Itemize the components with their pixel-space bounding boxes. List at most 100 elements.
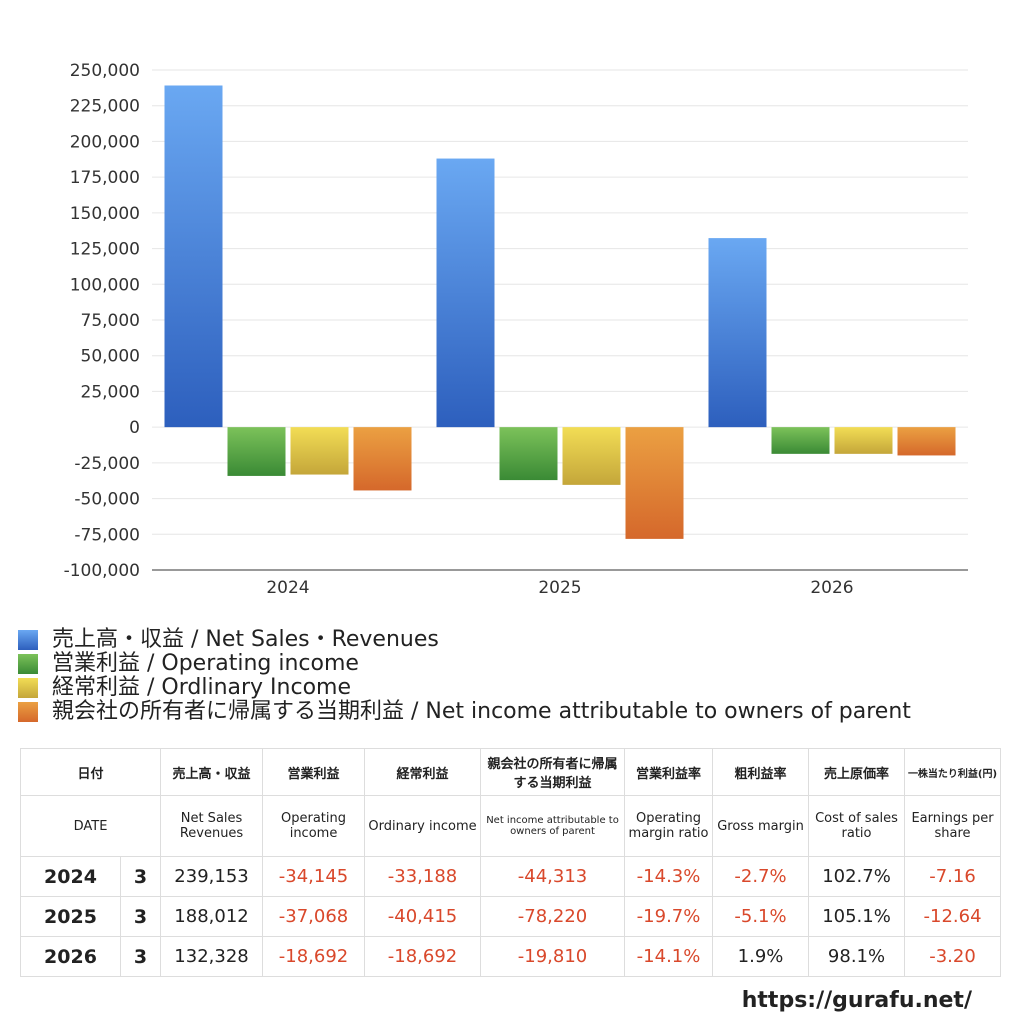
cell-gross-margin: 1.9% [712, 936, 810, 977]
row-month: 3 [119, 856, 162, 897]
row-month: 3 [119, 896, 162, 937]
bar-operating-income-2024 [227, 427, 286, 476]
cell-operating-income: -37,068 [262, 896, 366, 937]
y-tick-label: 50,000 [81, 347, 140, 367]
bar-net-income-2024 [353, 427, 412, 491]
legend-item-net-sales: 売上高・収益 / Net Sales・Revenues [18, 628, 911, 652]
cell-operating-margin: -14.1% [624, 936, 714, 977]
header-net-sales-en: Net Sales Revenues [160, 795, 264, 857]
legend-item-operating-income: 営業利益 / Operating income [18, 652, 911, 676]
cell-cost-ratio: 98.1% [808, 936, 906, 977]
header-cost-ratio-jp: 売上原価率 [808, 748, 906, 796]
header-date-en: DATE [19, 795, 162, 857]
bar-operating-income-2026 [771, 427, 830, 454]
y-tick-label: 150,000 [70, 204, 140, 224]
cell-net-sales: 239,153 [160, 856, 264, 897]
y-tick-label: 100,000 [70, 275, 140, 295]
x-tick-label: 2026 [810, 578, 853, 598]
legend-label-ordinary-income: 経常利益 / Ordlinary Income [52, 675, 351, 700]
legend-label-net-sales: 売上高・収益 / Net Sales・Revenues [52, 627, 439, 652]
row-year: 2026 [20, 936, 121, 977]
x-axis-ticks: 2024 2025 2026 [266, 578, 853, 598]
legend-swatch-net-income [18, 702, 38, 722]
bar-operating-income-2025 [499, 427, 558, 481]
cell-net-income: -78,220 [480, 896, 626, 937]
x-tick-label: 2025 [538, 578, 581, 598]
table-row: 2024 3 239,153 -34,145 -33,188 -44,313 -… [20, 856, 1002, 897]
cell-operating-income: -34,145 [262, 856, 366, 897]
legend-swatch-net-sales [18, 630, 38, 650]
legend-item-net-income: 親会社の所有者に帰属する当期利益 / Net income attributab… [18, 700, 911, 724]
y-tick-label: -25,000 [74, 454, 140, 474]
header-gross-margin-en: Gross margin [712, 795, 810, 857]
bar-net-income-2025 [625, 427, 684, 539]
y-tick-label: 225,000 [70, 97, 140, 117]
bar-net-income-2026 [897, 427, 956, 456]
header-eps-jp: 一株当たり利益(円) [904, 748, 1002, 796]
header-ordinary-income-jp: 経常利益 [364, 748, 482, 796]
y-tick-label: -100,000 [64, 561, 140, 581]
header-date-jp: 日付 [19, 748, 162, 796]
header-eps-en: Earnings per share [904, 795, 1002, 857]
cell-eps: -7.16 [904, 856, 1002, 897]
y-tick-label: 75,000 [81, 311, 140, 331]
cell-operating-margin: -19.7% [624, 896, 714, 937]
legend-label-net-income: 親会社の所有者に帰属する当期利益 / Net income attributab… [52, 699, 911, 724]
header-gross-margin-jp: 粗利益率 [712, 748, 810, 796]
y-tick-label: 175,000 [70, 168, 140, 188]
bar-ordinary-income-2026 [834, 427, 893, 454]
y-tick-label: 25,000 [81, 382, 140, 402]
y-tick-label: 250,000 [70, 61, 140, 81]
cell-cost-ratio: 105.1% [808, 896, 906, 937]
header-operating-margin-en: Operating margin ratio [624, 795, 714, 857]
grid-lines [152, 69, 968, 571]
cell-ordinary-income: -33,188 [364, 856, 482, 897]
header-ordinary-income-en: Ordinary income [364, 795, 482, 857]
y-tick-label: -75,000 [74, 525, 140, 545]
legend-swatch-ordinary-income [18, 678, 38, 698]
header-operating-income-jp: 営業利益 [262, 748, 366, 796]
bar-ordinary-income-2024 [290, 427, 349, 475]
table-row: 2025 3 188,012 -37,068 -40,415 -78,220 -… [20, 896, 1002, 937]
bar-net-sales-2026 [708, 238, 767, 428]
header-operating-income-en: Operating income [262, 795, 366, 857]
bar-net-sales-2024 [164, 85, 223, 428]
cell-eps: -3.20 [904, 936, 1002, 977]
y-tick-label: 200,000 [70, 132, 140, 152]
cell-net-sales: 132,328 [160, 936, 264, 977]
financial-table: 日付 売上高・収益 営業利益 経常利益 親会社の所有者に帰属する当期利益 営業利… [19, 748, 1002, 977]
cell-net-income: -44,313 [480, 856, 626, 897]
cell-net-sales: 188,012 [160, 896, 264, 937]
x-tick-label: 2024 [266, 578, 309, 598]
table-header-jp: 日付 売上高・収益 営業利益 経常利益 親会社の所有者に帰属する当期利益 営業利… [19, 748, 1002, 796]
table-row: 2026 3 132,328 -18,692 -18,692 -19,810 -… [20, 936, 1002, 977]
cell-net-income: -19,810 [480, 936, 626, 977]
header-net-income-jp: 親会社の所有者に帰属する当期利益 [480, 748, 626, 796]
header-net-income-en: Net income attributable to owners of par… [480, 795, 626, 857]
bar-chart: 250,000 225,000 200,000 175,000 150,000 125,0… [64, 61, 968, 598]
table-header-en: DATE Net Sales Revenues Operating income… [19, 795, 1002, 857]
header-cost-ratio-en: Cost of sales ratio [808, 795, 906, 857]
cell-ordinary-income: -40,415 [364, 896, 482, 937]
cell-operating-income: -18,692 [262, 936, 366, 977]
cell-ordinary-income: -18,692 [364, 936, 482, 977]
legend-swatch-operating-income [18, 654, 38, 674]
y-tick-label: 125,000 [70, 240, 140, 260]
cell-operating-margin: -14.3% [624, 856, 714, 897]
row-month: 3 [119, 936, 162, 977]
site-url: https://gurafu.net/ [741, 988, 972, 1013]
y-tick-label: 0 [129, 418, 140, 438]
bars [164, 85, 956, 539]
cell-eps: -12.64 [904, 896, 1002, 937]
cell-gross-margin: -5.1% [712, 896, 810, 937]
header-operating-margin-jp: 営業利益率 [624, 748, 714, 796]
row-year: 2025 [20, 896, 121, 937]
legend-label-operating-income: 営業利益 / Operating income [52, 651, 359, 676]
chart-legend: 売上高・収益 / Net Sales・Revenues 営業利益 / Opera… [18, 628, 911, 724]
header-net-sales-jp: 売上高・収益 [160, 748, 264, 796]
bar-ordinary-income-2025 [562, 427, 621, 485]
y-tick-label: -50,000 [74, 490, 140, 510]
row-year: 2024 [20, 856, 121, 897]
cell-cost-ratio: 102.7% [808, 856, 906, 897]
bar-net-sales-2025 [436, 158, 495, 428]
